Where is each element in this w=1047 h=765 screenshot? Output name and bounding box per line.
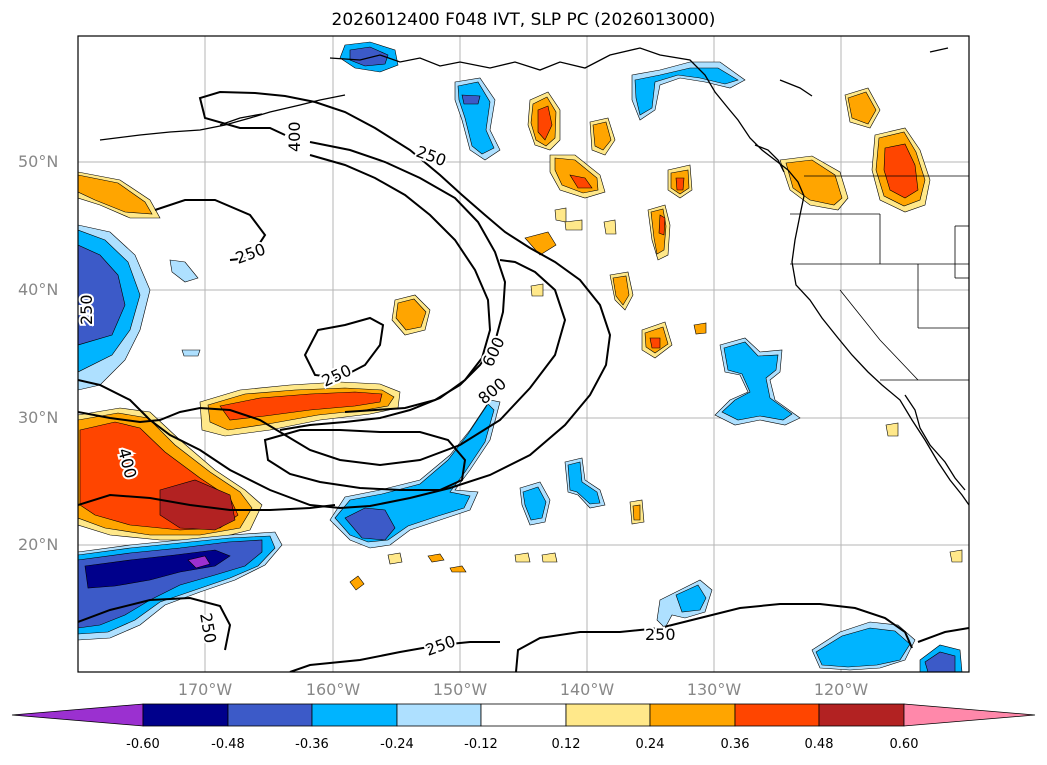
colorbar-segment	[311, 703, 398, 727]
colorbar-segment	[734, 703, 820, 727]
contour-label: 250	[77, 294, 96, 325]
colorbar-extend-low	[11, 703, 144, 727]
colorbar-tick-label: 0.36	[720, 737, 750, 752]
lon-label: 170°W	[177, 680, 233, 699]
lat-label: 40°N	[18, 280, 59, 299]
colorbar	[11, 703, 1036, 727]
colorbar-segment	[396, 703, 482, 727]
colorbar-tick-label: 0.24	[635, 737, 665, 752]
colorbar-tick-label: -0.60	[126, 737, 160, 752]
lon-label: 120°W	[813, 680, 869, 699]
colorbar-tick-label: -0.48	[211, 737, 245, 752]
colorbar-segment	[142, 703, 229, 727]
colorbar-tick-label: -0.12	[464, 737, 498, 752]
colorbar-segment	[818, 703, 905, 727]
colorbar-segment	[480, 703, 567, 727]
colorbar-extend-high	[903, 703, 1036, 727]
colorbar-tick-label: 0.12	[551, 737, 581, 752]
colorbar-tick-label: 0.48	[804, 737, 834, 752]
lon-label: 150°W	[432, 680, 488, 699]
coastlines	[99, 47, 969, 506]
borders	[790, 175, 969, 381]
lon-label: 140°W	[559, 680, 615, 699]
colorbar-tick-label: -0.36	[295, 737, 329, 752]
lon-label: 160°W	[305, 680, 361, 699]
contour-label: 400	[285, 121, 304, 152]
lat-label: 20°N	[18, 535, 59, 554]
lat-label: 30°N	[18, 408, 59, 427]
ivt-shading	[78, 41, 963, 672]
colorbar-tick-label: -0.24	[380, 737, 414, 752]
lat-label: 50°N	[18, 152, 59, 171]
map-panel: 400 250 250 250 250 600 800 400 250 250 …	[77, 36, 969, 672]
map-title: 2026012400 F048 IVT, SLP PC (2026013000)	[331, 10, 716, 30]
map-frame	[77, 35, 970, 673]
colorbar-segment	[227, 703, 313, 727]
colorbar-segment	[649, 703, 736, 727]
contour-label: 250	[645, 625, 676, 644]
colorbar-segment	[565, 703, 651, 727]
colorbar-tick-label: 0.60	[889, 737, 919, 752]
slp-contours	[78, 90, 969, 672]
lon-label: 130°W	[686, 680, 742, 699]
